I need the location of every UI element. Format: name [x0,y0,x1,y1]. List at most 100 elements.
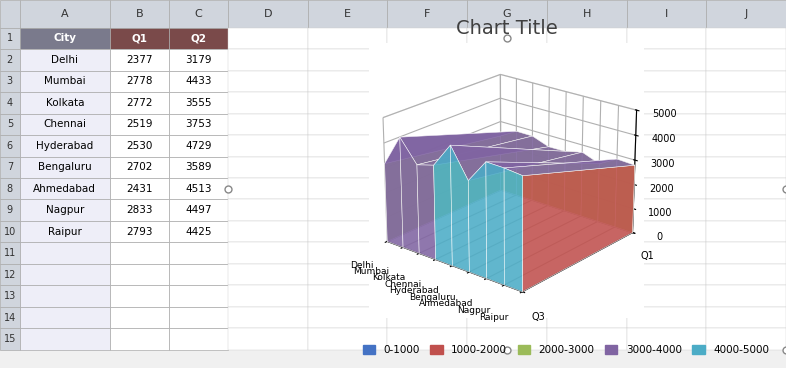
Bar [169,264,228,286]
Bar [387,114,467,135]
Text: B: B [136,9,143,19]
Bar [169,71,228,92]
Bar [467,71,547,92]
Bar [228,286,307,307]
Bar [169,49,228,71]
Bar [547,156,626,178]
Bar [387,71,467,92]
Bar [547,71,626,92]
Text: 2702: 2702 [127,162,152,172]
Text: F: F [424,9,431,19]
Text: 2377: 2377 [127,55,152,65]
Bar [307,328,387,350]
Bar [387,221,467,243]
Bar [707,264,786,286]
Bar [110,156,169,178]
Bar [169,28,228,49]
Bar [707,114,786,135]
Bar [707,328,786,350]
Bar [467,307,547,328]
Bar [110,178,169,199]
Bar [387,156,467,178]
Bar [110,28,169,49]
Bar [467,92,547,114]
Text: Mumbai: Mumbai [44,76,86,86]
Bar [626,71,707,92]
Bar [387,92,467,114]
Text: 10: 10 [4,227,16,237]
Text: 3753: 3753 [185,119,211,129]
Bar [228,135,307,156]
Text: Bengaluru: Bengaluru [38,162,92,172]
Text: 2530: 2530 [127,141,152,151]
Bar [228,114,307,135]
Text: I: I [665,9,668,19]
Text: 12: 12 [4,270,16,280]
Bar [547,49,626,71]
Bar [228,199,307,221]
Bar [110,114,169,135]
Text: J: J [744,9,747,19]
Bar [307,199,387,221]
Bar [228,264,307,286]
Bar [228,156,307,178]
Text: 3179: 3179 [185,55,211,65]
Bar [169,328,228,350]
Text: 2793: 2793 [127,227,152,237]
Text: 7: 7 [7,162,13,172]
Text: 4: 4 [7,98,13,108]
Bar [467,243,547,264]
Bar [387,178,467,199]
Text: E: E [344,9,351,19]
Bar [307,28,387,49]
Bar [110,135,169,156]
Bar [169,0,228,28]
Bar [547,264,626,286]
Text: Q1: Q1 [131,33,148,43]
Text: Q2: Q2 [190,33,207,43]
Bar [626,328,707,350]
Bar [547,199,626,221]
Text: 2519: 2519 [127,119,152,129]
Bar [387,264,467,286]
Text: G: G [503,9,511,19]
Text: D: D [263,9,272,19]
Bar [307,49,387,71]
Bar [110,199,169,221]
Bar [547,243,626,264]
Text: 13: 13 [4,291,16,301]
Bar [467,135,547,156]
Bar [169,307,228,328]
Bar [626,0,707,28]
Text: 14: 14 [4,313,16,323]
Bar [547,221,626,243]
Text: Chennai: Chennai [43,119,86,129]
Bar [626,243,707,264]
Bar [20,328,110,350]
Bar [707,178,786,199]
Bar [20,243,110,264]
Bar [228,307,307,328]
Bar [169,221,228,243]
Bar [307,156,387,178]
Bar [20,49,110,71]
Text: 8: 8 [7,184,13,194]
Bar [0,156,20,178]
Bar [0,199,20,221]
Bar [307,307,387,328]
Bar [626,92,707,114]
Bar [707,28,786,49]
Bar [307,114,387,135]
Text: Ahmedabad: Ahmedabad [34,184,96,194]
Bar [547,178,626,199]
Bar [0,0,20,28]
Bar [707,286,786,307]
Text: 2833: 2833 [127,205,152,215]
Bar [707,0,786,28]
Text: 5: 5 [7,119,13,129]
Text: 4729: 4729 [185,141,211,151]
Text: 1: 1 [7,33,13,43]
Bar [169,178,228,199]
Bar [387,199,467,221]
Bar [20,135,110,156]
